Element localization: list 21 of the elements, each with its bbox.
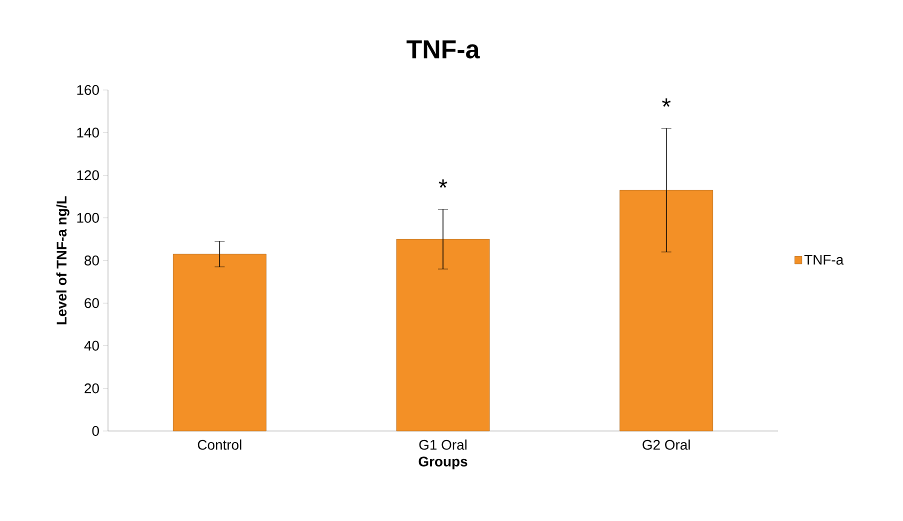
annotation: *	[438, 179, 448, 188]
x-tick-label: G1 Oral	[419, 440, 466, 450]
y-tick-label: 100	[77, 212, 99, 223]
y-tick-label: 60	[84, 298, 99, 308]
y-axis-title: Level of TNF-a ng/L	[56, 196, 70, 324]
bar	[396, 238, 490, 432]
y-tick-label: 140	[77, 128, 99, 138]
chart-title: TNF-a	[406, 40, 480, 58]
y-tick-label: 160	[77, 85, 99, 95]
y-tick-label: 20	[84, 383, 99, 394]
y-tick-label: 0	[92, 426, 99, 436]
bar	[172, 254, 266, 432]
x-tick-label: G2 Oral	[642, 440, 690, 450]
x-tick-label: Control	[198, 440, 242, 450]
y-tick-label: 80	[84, 256, 99, 266]
x-axis-title: Groups	[418, 456, 468, 470]
bar	[620, 190, 714, 432]
annotation: *	[662, 98, 671, 107]
legend-label: TNF-a	[804, 254, 844, 265]
y-tick-label: 120	[77, 170, 99, 180]
y-tick-label: 40	[84, 340, 99, 351]
